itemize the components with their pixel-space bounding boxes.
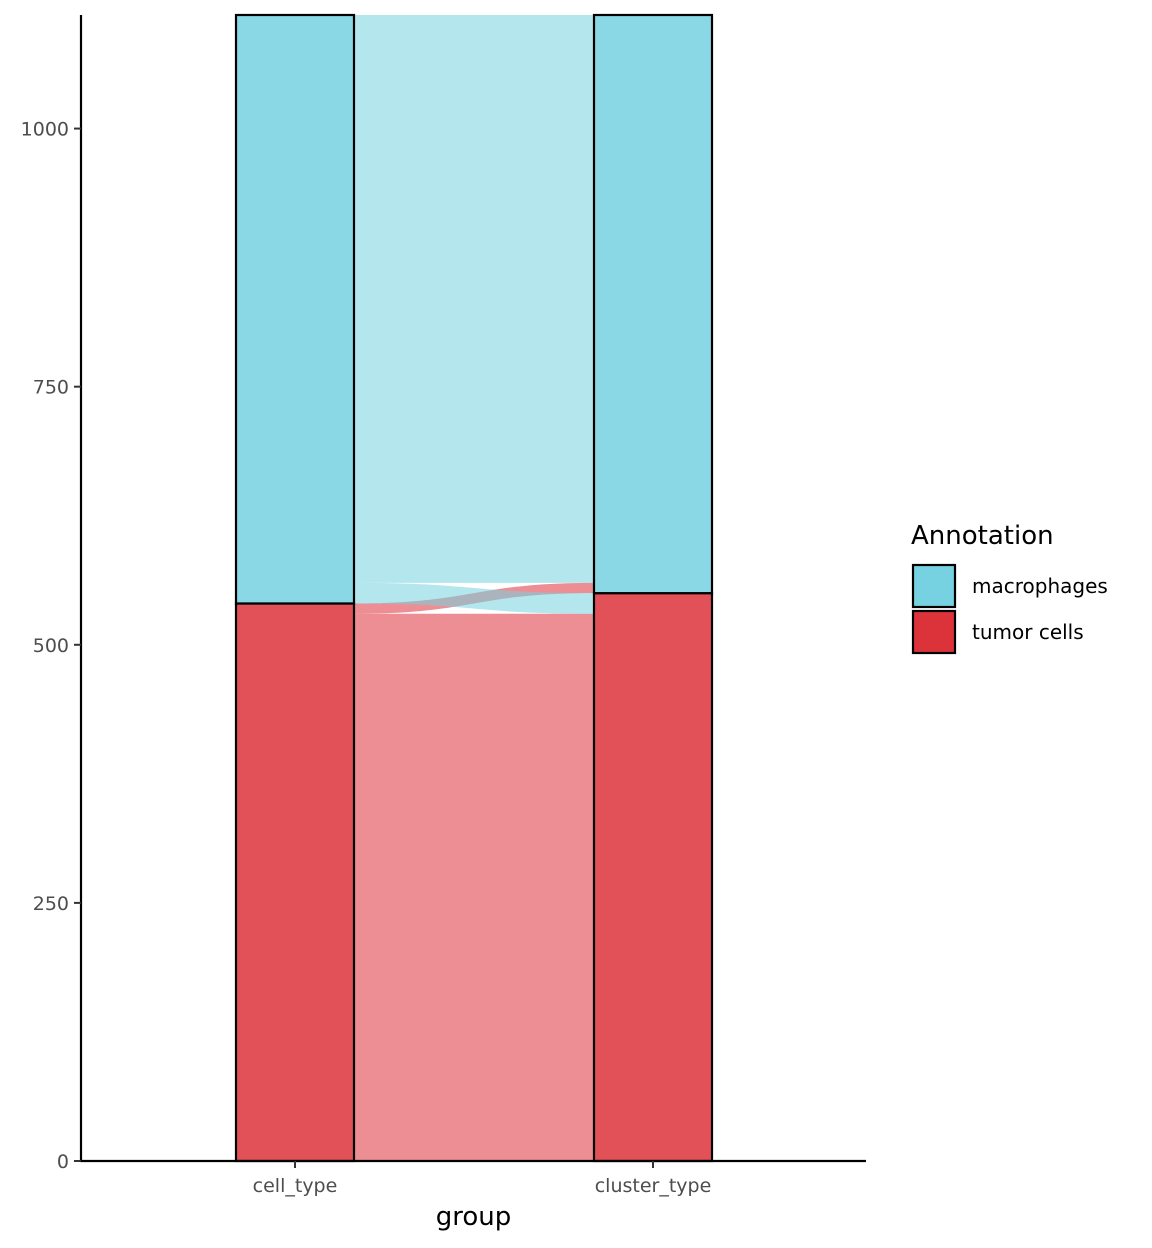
stratum-cluster-type-tumor-cells — [592, 592, 714, 1163]
y-tick-label: 250 — [33, 893, 69, 915]
legend-label-tumor-cells: tumor cells — [972, 620, 1084, 644]
y-tick-label: 1000 — [21, 119, 69, 141]
y-tick-label: 750 — [33, 377, 69, 399]
legend-title: Annotation — [911, 521, 1054, 551]
axes-layer — [79, 15, 866, 1163]
legend: Annotation macrophages tumor cells — [911, 521, 1108, 655]
legend-key-macrophages — [911, 563, 957, 609]
y-ticks: 0 250 500 750 1000 — [21, 119, 81, 1173]
flow-tumor-cells-to-tumor-cells — [354, 613, 594, 1161]
y-tick-label: 0 — [57, 1151, 69, 1173]
flows-layer — [354, 15, 594, 1161]
legend-key-tumor-cells — [911, 609, 957, 655]
x-tick-label-cluster-type: cluster_type — [595, 1175, 712, 1197]
stratum-cell-type-tumor-cells — [234, 602, 356, 1163]
x-ticks: cell_type cluster_type — [253, 1161, 712, 1197]
flow-macrophages-to-tumor-cells — [354, 582, 594, 614]
y-tick-label: 500 — [33, 635, 69, 657]
flow-macrophages-to-macrophages — [354, 15, 594, 583]
legend-label-macrophages: macrophages — [972, 574, 1108, 598]
x-axis-title: group — [436, 1202, 512, 1232]
x-tick-label-cell-type: cell_type — [253, 1175, 338, 1197]
strata-layer — [234, 13, 714, 1163]
stratum-cell-type-macrophages — [234, 13, 356, 605]
stratum-cluster-type-macrophages — [592, 13, 714, 595]
